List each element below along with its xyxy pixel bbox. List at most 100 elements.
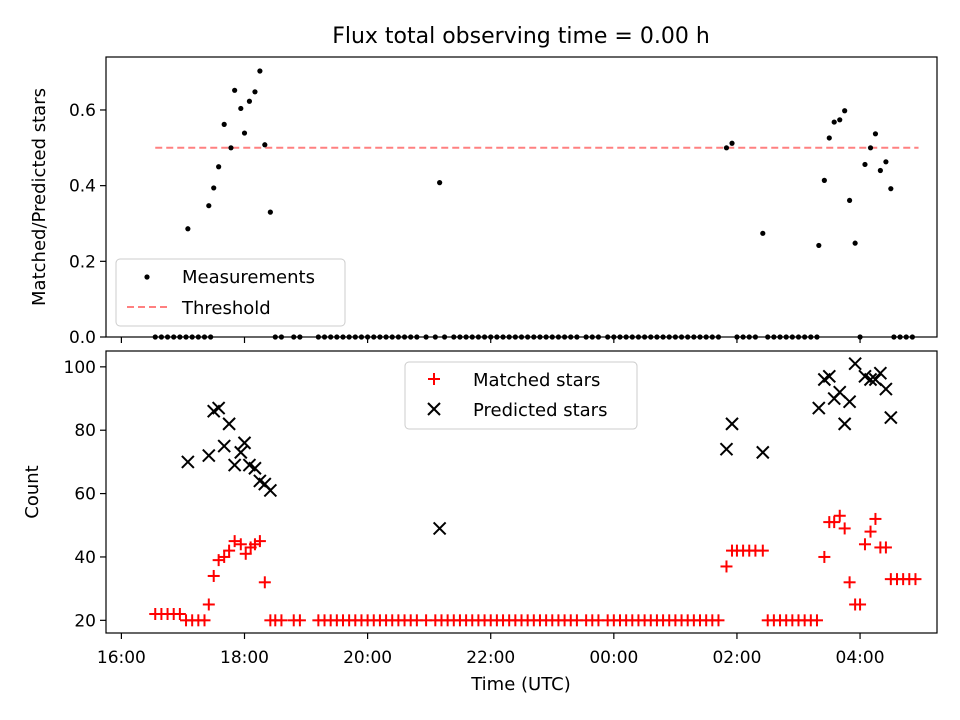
x-tick-label: 02:00 (712, 648, 761, 668)
measurement-point (826, 135, 832, 141)
matched-star-point (858, 538, 871, 551)
predicted-star-point (822, 369, 836, 384)
measurement-point (238, 105, 244, 112)
measurement-point (837, 117, 843, 123)
predicted-star-point (719, 442, 734, 456)
predicted-star-point (217, 439, 231, 453)
predicted-star-point (181, 455, 195, 469)
predicted-star-point (848, 356, 862, 371)
bottom-panel: 20 40 60 80 100 16:00 18:00 20:00 22:00 00:00 02:0… (22, 350, 938, 695)
matched-star-point (838, 522, 851, 535)
chart-title: Flux total observing time = 0.00 h (332, 24, 710, 49)
x-axis-label: Time (UTC) (470, 674, 571, 695)
measurement-point (216, 164, 222, 170)
matched-star-point (198, 614, 211, 627)
matched-star-point (207, 569, 220, 582)
predicted-star-point (432, 521, 447, 536)
bottom-y-tick-label: 60 (74, 485, 96, 505)
matched-star-point (712, 614, 725, 627)
top-axes-frame (105, 56, 938, 338)
measurement-point (862, 161, 868, 168)
top-plot-area (152, 68, 919, 340)
bottom-axes-frame (105, 350, 938, 634)
matched-star-point (833, 509, 846, 522)
measurement-point (729, 140, 735, 146)
bottom-legend-box (404, 361, 638, 430)
matched-star-point (223, 544, 236, 557)
matched-star-point (253, 535, 266, 548)
legend-predicted-label: Predicted stars (473, 400, 607, 421)
matched-star-point (275, 614, 288, 627)
matched-star-point (234, 538, 247, 551)
predicted-star-point (237, 436, 252, 450)
matched-star-point (212, 554, 225, 567)
predicted-star-point (725, 417, 739, 431)
measurement-point (185, 226, 191, 232)
measurement-point (206, 203, 212, 209)
predicted-star-point (884, 410, 898, 425)
legend-predicted-marker (427, 402, 441, 416)
matched-star-point (879, 541, 892, 554)
legend-matched-marker (428, 373, 440, 385)
matched-star-point (828, 516, 841, 529)
bottom-legend: Matched stars Predicted stars (404, 361, 638, 430)
measurement-point (816, 242, 822, 249)
matched-star-point (810, 614, 823, 627)
predicted-star-point (234, 445, 248, 460)
measurement-point (257, 68, 263, 74)
predicted-star-point (263, 483, 278, 498)
matched-star-point (202, 598, 215, 611)
matched-star-point (854, 598, 867, 611)
measurement-point (888, 186, 894, 192)
top-y-axis-label: Matched/Predicted stars (29, 88, 50, 306)
matched-star-point (228, 535, 241, 548)
legend-measurements-label: Measurements (182, 267, 315, 288)
top-y-tick-label: 0.6 (69, 101, 96, 121)
predicted-star-point (863, 372, 878, 387)
matched-star-point (239, 547, 252, 560)
measurement-point (241, 130, 248, 136)
top-panel: 0.0 0.2 0.4 0.6 Matched/Predicted stars Mea… (29, 56, 938, 348)
top-legend-box (115, 258, 346, 327)
bottom-y-tick-label: 20 (74, 611, 96, 631)
measurement-point (846, 197, 853, 204)
measurement-point (831, 119, 837, 125)
matched-star-point (258, 576, 271, 589)
predicted-star-point (756, 445, 770, 460)
x-tick-label: 20:00 (343, 648, 392, 668)
predicted-star-point (873, 366, 888, 380)
measurement-point (228, 145, 234, 151)
predicted-star-point (202, 448, 216, 463)
bottom-y-tick-label: 100 (64, 358, 96, 378)
measurement-point (252, 89, 258, 95)
matched-star-point (864, 525, 877, 538)
bottom-y-tick-label: 80 (74, 421, 96, 441)
measurement-point (872, 131, 879, 137)
top-y-tick-label: 0.0 (69, 328, 96, 348)
bottom-y-axis-label: Count (22, 465, 43, 518)
x-tick-label: 18:00 (220, 648, 269, 668)
measurement-point (262, 142, 268, 148)
legend-matched-label: Matched stars (473, 370, 600, 391)
legend-measurements-marker (144, 274, 150, 280)
matched-star-point (909, 573, 922, 586)
measurement-point (852, 240, 858, 246)
predicted-star-point (222, 417, 236, 431)
x-tick-label: 22:00 (466, 648, 515, 668)
measurement-point (267, 209, 273, 215)
x-tick-label: 16:00 (97, 648, 146, 668)
measurement-point (723, 145, 730, 151)
measurement-point (842, 108, 848, 114)
predicted-star-point (879, 382, 893, 396)
bottom-y-tick-label: 40 (74, 548, 96, 568)
top-y-tick-label: 0.2 (69, 252, 96, 272)
measurement-point (246, 98, 253, 104)
matched-star-point (869, 512, 882, 525)
measurement-point (821, 177, 827, 183)
top-y-tick-label: 0.4 (69, 177, 96, 197)
predicted-star-point (248, 461, 262, 475)
x-tick-label: 04:00 (836, 648, 885, 668)
bottom-axis-ticks: 20 40 60 80 100 16:00 18:00 20:00 22:00 00:00 02:0… (64, 358, 885, 668)
matched-star-point (843, 576, 856, 589)
